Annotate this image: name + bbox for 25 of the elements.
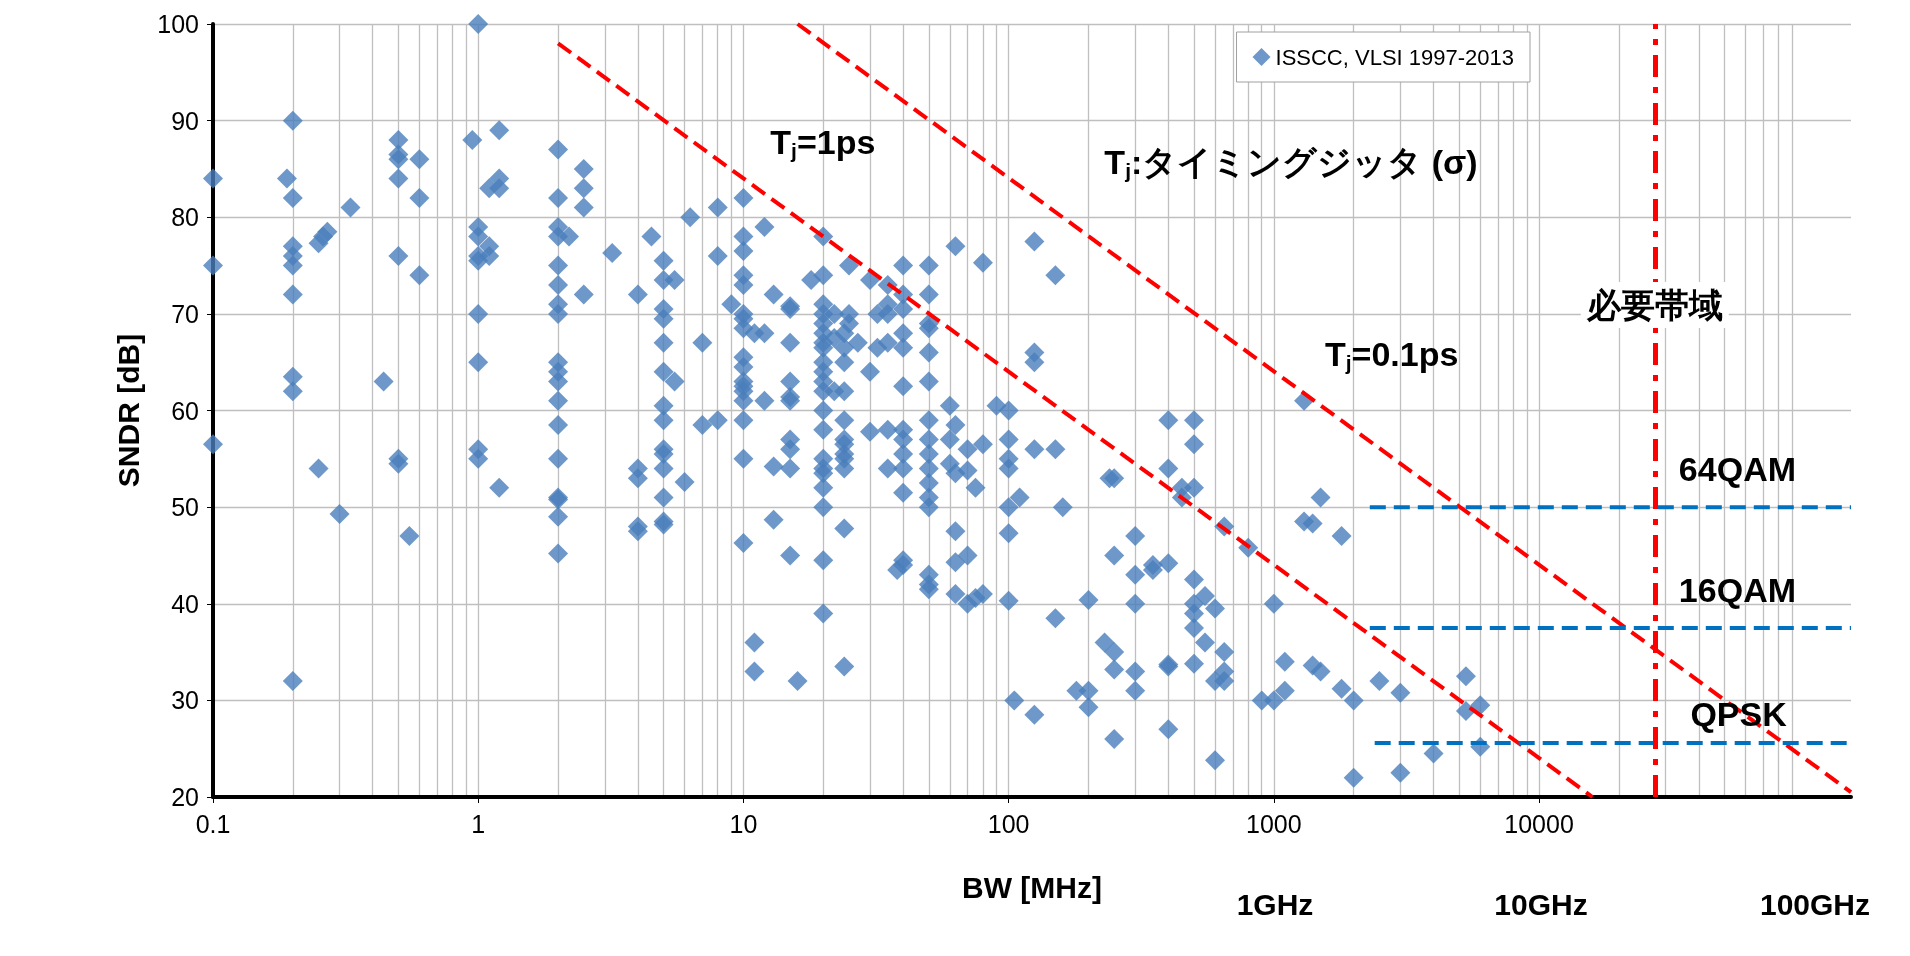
y-tick-label: 70 [171, 299, 199, 328]
text: 10GHz [1494, 887, 1588, 921]
y-tick-label: 80 [171, 203, 199, 232]
y-axis-title: SNDR [dB] [111, 333, 145, 488]
series-label: 16QAM [1678, 570, 1797, 609]
x-tick-label: 10 [729, 809, 758, 838]
x-tick-label: 10000 [1504, 809, 1574, 838]
y-tick-label: 40 [171, 589, 199, 618]
y-tick-label: 60 [171, 396, 199, 425]
x-tick-label: 0.1 [195, 809, 231, 838]
y-tick-label: 90 [171, 106, 199, 135]
y-tick-label: 50 [171, 493, 199, 522]
text: 100GHz [1759, 887, 1871, 921]
y-tick-label: 100 [157, 10, 199, 38]
x-tick-label: 100 [987, 809, 1030, 838]
x-tick-label: 1 [471, 809, 486, 838]
series-label: 64QAM [1678, 450, 1797, 489]
y-tick-label: 30 [171, 686, 199, 715]
series-label: QPSK [1690, 694, 1788, 733]
ref-line-label: 必要帯域 [1585, 286, 1723, 324]
x-tick-label: 1000 [1246, 809, 1302, 838]
x-axis-title: BW [MHz] [962, 870, 1102, 904]
legend-label: ISSCC, VLSI 1997-2013 [1275, 44, 1515, 70]
y-tick-label: 20 [171, 783, 199, 811]
text: 1GHz [1236, 887, 1314, 921]
